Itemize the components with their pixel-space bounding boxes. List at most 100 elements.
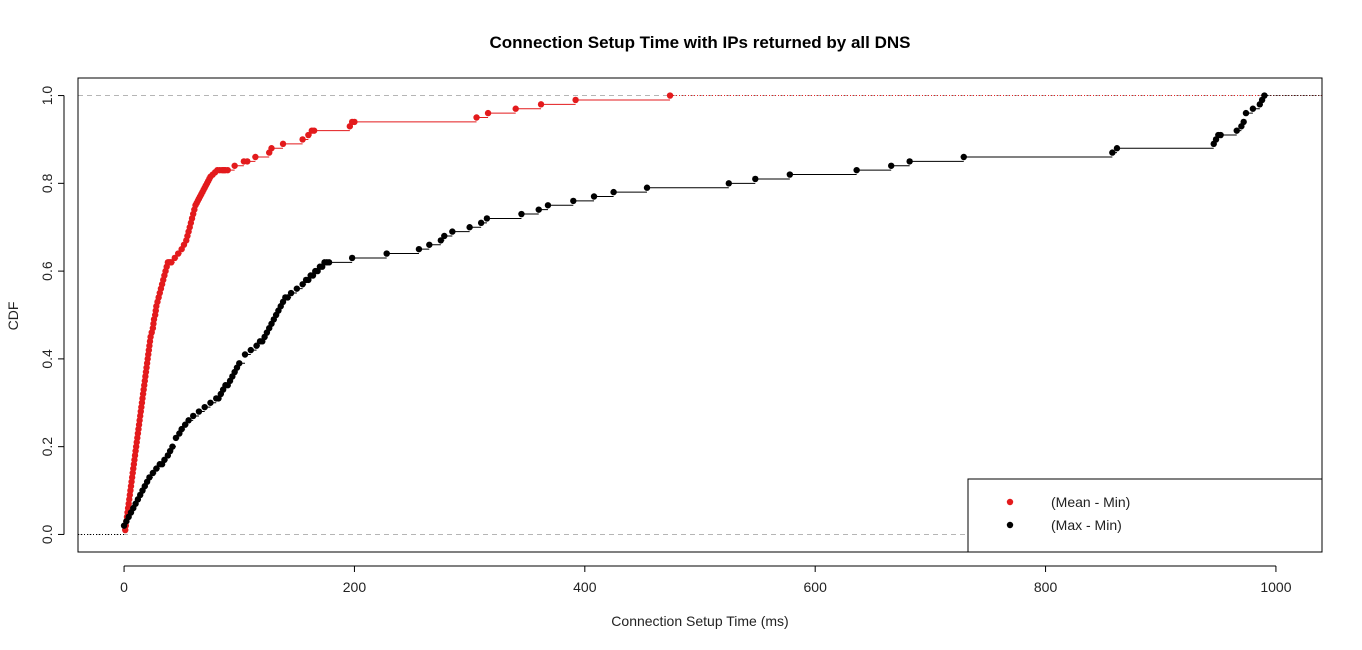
- data-point: [1233, 127, 1240, 134]
- y-tick-label: 0.2: [39, 437, 55, 457]
- data-point: [348, 254, 356, 262]
- data-point: [287, 289, 295, 297]
- legend-marker: [1006, 521, 1014, 529]
- data-point: [610, 188, 617, 196]
- data-point: [236, 360, 243, 367]
- data-point: [512, 105, 519, 112]
- data-point: [268, 145, 275, 152]
- data-point: [518, 210, 525, 218]
- data-point: [299, 281, 306, 288]
- data-point: [477, 219, 485, 227]
- data-point: [906, 158, 913, 165]
- data-point: [171, 254, 178, 262]
- data-point: [207, 399, 214, 406]
- x-tick-label: 1000: [1260, 579, 1291, 595]
- data-point: [437, 237, 445, 244]
- data-point: [149, 469, 157, 477]
- data-point: [484, 109, 492, 117]
- data-point: [786, 171, 794, 178]
- data-point: [146, 474, 153, 481]
- data-point: [252, 153, 259, 161]
- y-tick-label: 0.4: [39, 349, 55, 369]
- data-point: [537, 101, 545, 108]
- data-point: [299, 136, 306, 143]
- data-point: [483, 215, 491, 222]
- data-point: [572, 96, 579, 104]
- chart-title: Connection Setup Time with IPs returned …: [490, 33, 911, 52]
- data-point: [1113, 145, 1121, 152]
- data-point: [279, 140, 287, 148]
- data-point: [161, 456, 168, 464]
- data-point: [1261, 92, 1268, 99]
- legend: (Mean - Min) (Max - Min): [967, 478, 1323, 553]
- step-line: [125, 99, 671, 531]
- data-point: [752, 175, 759, 183]
- axes: 0 200 400 600 800 1000 0.0 0.2 0.4 0.6 0.8 1.0: [39, 77, 1323, 595]
- data-point: [960, 153, 967, 161]
- legend-label: (Mean - Min): [1051, 494, 1130, 510]
- data-point: [181, 421, 189, 428]
- data-point: [244, 158, 251, 165]
- series-mean-min: [78, 92, 1322, 535]
- data-point: [415, 245, 423, 253]
- data-point: [293, 285, 301, 292]
- data-point: [201, 403, 208, 411]
- data-point: [224, 166, 231, 174]
- data-point: [1109, 149, 1116, 156]
- x-tick-label: 0: [120, 579, 128, 595]
- data-point: [725, 180, 732, 187]
- data-point: [1217, 131, 1224, 139]
- data-point: [185, 417, 192, 424]
- data-point: [590, 193, 598, 200]
- data-point: [253, 342, 260, 349]
- data-point: [1249, 105, 1257, 112]
- data-point: [643, 184, 651, 191]
- y-axis-label: CDF: [5, 302, 21, 331]
- data-point: [473, 114, 480, 121]
- data-point: [666, 92, 674, 99]
- data-point: [441, 232, 448, 240]
- data-point: [426, 241, 433, 248]
- data-point: [231, 162, 238, 169]
- data-point: [172, 434, 180, 442]
- data-point: [466, 224, 473, 231]
- data-point: [888, 162, 895, 169]
- x-tick-label: 800: [1034, 579, 1058, 595]
- legend-marker: [1006, 498, 1014, 506]
- data-point: [247, 346, 254, 354]
- legend-label: (Max - Min): [1051, 517, 1122, 533]
- step-line: [124, 99, 1265, 527]
- series-max-min: [78, 92, 1322, 535]
- series: [78, 92, 1322, 535]
- data-point: [325, 259, 333, 266]
- reference-lines: [78, 95, 1322, 535]
- data-point: [305, 131, 312, 139]
- data-point: [175, 250, 182, 257]
- data-point: [383, 250, 390, 257]
- x-tick-label: 600: [804, 579, 828, 595]
- y-tick-label: 0.6: [39, 261, 55, 281]
- data-point: [1242, 109, 1250, 117]
- y-tick-label: 0.0: [39, 525, 55, 545]
- data-point: [169, 443, 176, 450]
- data-point: [195, 408, 203, 415]
- data-point: [284, 294, 291, 301]
- data-point: [1240, 118, 1247, 126]
- data-point: [189, 412, 197, 420]
- data-point: [535, 206, 542, 213]
- data-point: [178, 425, 185, 433]
- data-point: [168, 259, 175, 266]
- data-point: [570, 197, 577, 205]
- x-tick-label: 200: [343, 579, 367, 595]
- x-tick-label: 400: [573, 579, 597, 595]
- data-point: [544, 202, 552, 209]
- plot-frame: [77, 77, 1323, 553]
- data-point: [351, 118, 358, 126]
- data-point: [310, 127, 318, 134]
- data-point: [449, 228, 456, 235]
- x-axis-label: Connection Setup Time (ms): [611, 613, 788, 629]
- data-point: [853, 166, 860, 174]
- data-point: [153, 465, 160, 472]
